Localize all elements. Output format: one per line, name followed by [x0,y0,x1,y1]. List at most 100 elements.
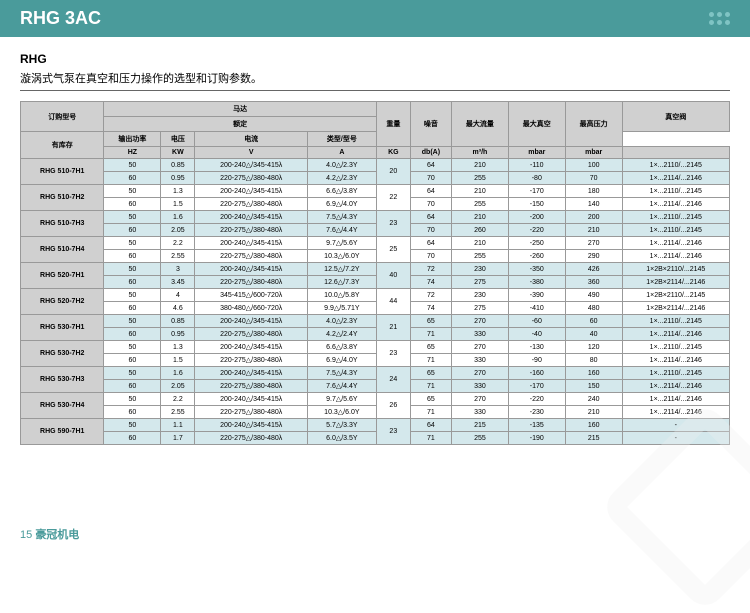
th-mbar2: mbar [565,147,622,159]
cell: -350 [508,263,565,276]
cell: 255 [451,250,508,263]
cell: 65 [410,315,451,328]
content-area: RHG 漩涡式气泵在真空和压力操作的选型和订购参数。 订购型号 马达 重量 噪音… [0,37,750,460]
cell: 60 [104,198,161,211]
cell: 255 [451,198,508,211]
cell: 210 [565,406,622,419]
cell: 10.3△/6.0Y [307,250,376,263]
th-power: 输出功率 [104,132,161,147]
th-maxflow: 最大流量 [451,102,508,147]
cell: 23 [376,211,410,237]
cell: 230 [451,263,508,276]
cell: -190 [508,432,565,445]
cell: 60 [104,250,161,263]
cell: 1×2B×2114/...2146 [622,302,729,315]
cell: 65 [410,393,451,406]
description: 漩涡式气泵在真空和压力操作的选型和订购参数。 [20,70,730,91]
cell: 240 [565,393,622,406]
cell: 60 [104,354,161,367]
footer: 15 豪冠机电 [20,526,79,542]
cell: 200 [565,211,622,224]
cell: -390 [508,289,565,302]
th-kg: KG [376,147,410,159]
table-row-model: RHG 510-7H3 [21,211,104,237]
page-title: RHG 3AC [20,8,101,29]
spec-table: 订购型号 马达 重量 噪音 最大流量 最大真空 最高压力 真空阀 额定 有库存 … [20,101,730,445]
cell: 220-275△/380-480λ [195,406,307,419]
cell: 2.55 [161,250,195,263]
cell: 44 [376,289,410,315]
cell: 2.2 [161,237,195,250]
cell: 12.5△/7.2Y [307,263,376,276]
cell: 200-240△/345-415λ [195,159,307,172]
cell: 71 [410,328,451,341]
cell: 290 [565,250,622,263]
table-row-model: RHG 530-7H2 [21,341,104,367]
cell: 1×...2114/...2146 [622,393,729,406]
cell: 7.6△/4.4Y [307,224,376,237]
cell: 25 [376,237,410,263]
cell: 260 [451,224,508,237]
cell: 0.85 [161,159,195,172]
cell: -160 [508,367,565,380]
cell: 5.7△/3.3Y [307,419,376,432]
cell: -130 [508,341,565,354]
cell: 210 [451,237,508,250]
cell: 255 [451,432,508,445]
th-weight: 重量 [376,102,410,147]
cell: 1×...2110/...2145 [622,224,729,237]
cell: 275 [451,302,508,315]
cell: 24 [376,367,410,393]
cell: 1×...2110/...2145 [622,367,729,380]
cell: 9.9△/5.71Y [307,302,376,315]
cell: 50 [104,367,161,380]
th-kw: KW [161,147,195,159]
cell: 10.3△/6.0Y [307,406,376,419]
cell: 426 [565,263,622,276]
cell: 3 [161,263,195,276]
th-noise: 噪音 [410,102,451,147]
cell: 2.2 [161,393,195,406]
cell: 72 [410,263,451,276]
cell: 1×...2114/...2146 [622,198,729,211]
cell: 60 [104,432,161,445]
cell: 70 [410,198,451,211]
th-maxpres: 最高压力 [565,102,622,147]
cell: 80 [565,354,622,367]
cell: 200-240△/345-415λ [195,341,307,354]
page-number: 15 [20,529,32,541]
cell: 215 [565,432,622,445]
cell: -90 [508,354,565,367]
cell: 160 [565,419,622,432]
cell: 330 [451,406,508,419]
cell: 220-275△/380-480λ [195,276,307,289]
cell: -135 [508,419,565,432]
cell: 23 [376,341,410,367]
th-m3h: m³/h [451,147,508,159]
table-row-model: RHG 530-7H4 [21,393,104,419]
cell: -170 [508,380,565,393]
cell: 12.6△/7.3Y [307,276,376,289]
cell: 215 [451,419,508,432]
cell: 1×...2114/...2146 [622,380,729,393]
cell: 330 [451,380,508,393]
cell: 40 [565,328,622,341]
cell: 480 [565,302,622,315]
cell: 1.5 [161,198,195,211]
cell: 360 [565,276,622,289]
cell: 220-275△/380-480λ [195,172,307,185]
table-row-model: RHG 510-7H1 [21,159,104,185]
cell: 60 [104,276,161,289]
cell: 1×...2114/...2146 [622,354,729,367]
cell: 220-275△/380-480λ [195,432,307,445]
cell: 1×...2110/...2145 [622,185,729,198]
cell: 4.0△/2.3Y [307,159,376,172]
cell: 180 [565,185,622,198]
cell: 490 [565,289,622,302]
cell: 1×...2114/...2146 [622,250,729,263]
cell: 220-275△/380-480λ [195,328,307,341]
cell: 1×...2110/...2145 [622,211,729,224]
cell: 60 [104,302,161,315]
cell: -110 [508,159,565,172]
cell: 220-275△/380-480λ [195,224,307,237]
